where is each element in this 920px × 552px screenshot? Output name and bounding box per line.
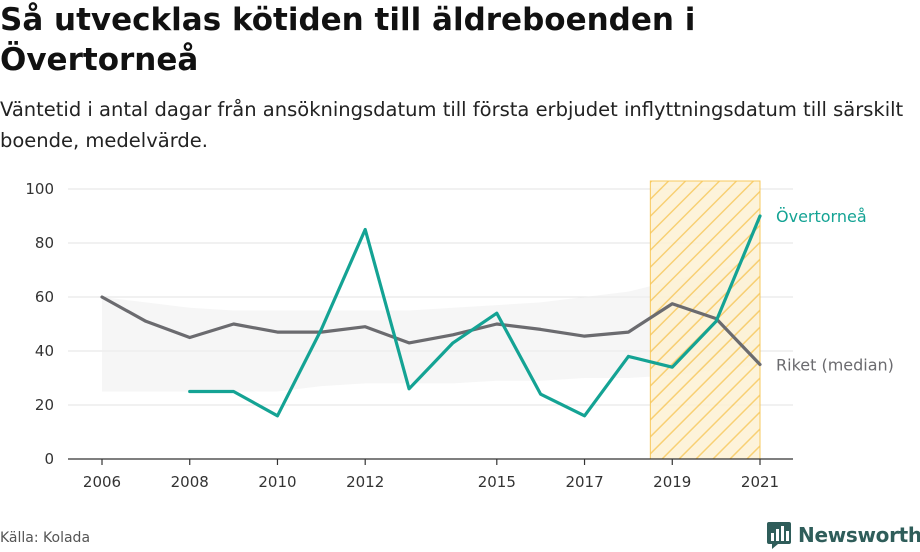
chart-title: Så utvecklas kötiden till äldreboenden i… — [0, 2, 696, 78]
y-tick-label: 0 — [44, 450, 54, 468]
brand-logo[interactable]: Newsworthy — [766, 519, 920, 551]
brand-chart-icon — [767, 522, 791, 549]
y-tick-label: 60 — [35, 288, 54, 306]
x-tick-label: 2019 — [653, 473, 691, 491]
y-tick-label: 20 — [35, 396, 54, 414]
y-tick-label: 80 — [35, 234, 54, 252]
axes: 2006 2008 2010 2012 2015 2017 2019 2021 — [68, 458, 793, 491]
x-tick-label: 2006 — [83, 473, 121, 491]
series-end-label: Övertorneå — [776, 207, 867, 226]
highlight-region — [649, 180, 761, 460]
source-note: Källa: Kolada — [0, 530, 91, 546]
brand-name: Newsworthy — [798, 523, 920, 547]
x-tick-label: 2012 — [346, 473, 384, 491]
spread-band — [102, 259, 760, 392]
x-tick-label: 2015 — [478, 473, 516, 491]
x-tick-label: 2010 — [258, 473, 296, 491]
series-line-riket — [100, 295, 762, 367]
series-line-overtornea — [188, 214, 762, 418]
y-tick-label: 100 — [25, 180, 54, 198]
x-tick-label: 2017 — [565, 473, 603, 491]
series-end-label: Riket (median) — [776, 356, 894, 375]
spread-band-area — [102, 259, 760, 392]
y-tick-label: 40 — [35, 342, 54, 360]
chart-subtitle: Väntetid i antal dagar från ansökningsda… — [0, 98, 904, 152]
highlight-hatch — [649, 180, 761, 460]
x-tick-label: 2008 — [171, 473, 209, 491]
x-tick-label: 2021 — [741, 473, 779, 491]
series-lines — [100, 214, 762, 418]
series-labels: Övertorneå Riket (median) — [776, 207, 894, 375]
